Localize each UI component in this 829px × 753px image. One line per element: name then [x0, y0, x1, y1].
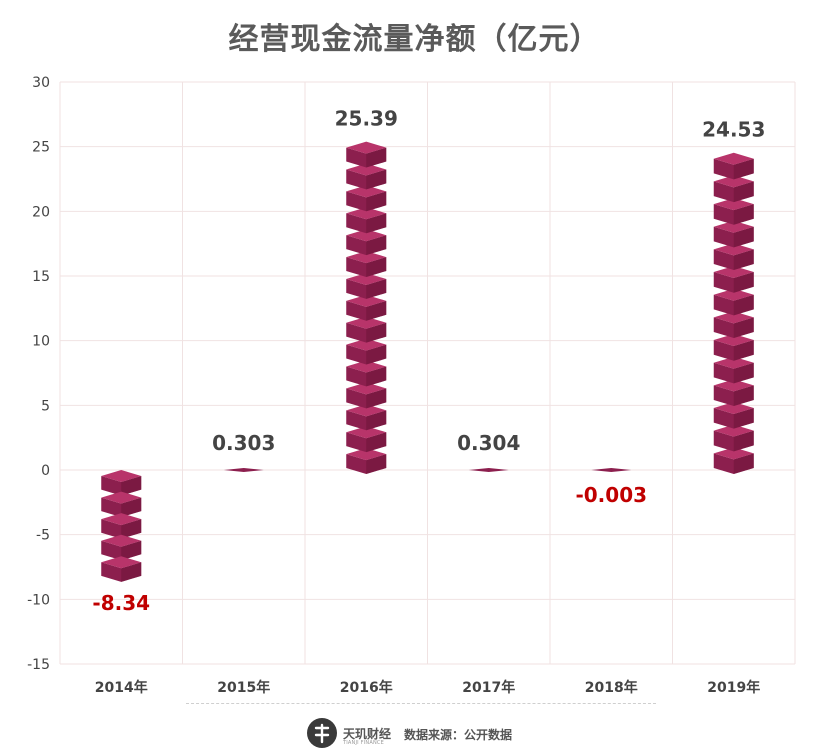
bar: [468, 468, 509, 472]
x-tick-label: 2018年: [585, 679, 638, 696]
value-label: -0.003: [575, 483, 647, 507]
y-tick-label: 30: [32, 75, 50, 91]
value-label: 25.39: [335, 107, 398, 131]
chart-title: 经营现金流量净额（亿元）: [228, 22, 601, 57]
bar: [591, 468, 632, 472]
y-tick-label: 0: [41, 463, 50, 479]
grid-lines: [59, 81, 796, 665]
y-tick-label: -15: [27, 657, 50, 673]
value-label: 0.304: [457, 431, 520, 455]
value-label: -8.34: [92, 591, 150, 615]
brand-name: 天玑财经: [343, 727, 392, 741]
x-tick-label: 2014年: [95, 679, 148, 696]
value-labels: -8.34 0.303 25.39 0.304 -0.003 24.53: [92, 107, 765, 615]
tianji-logo-icon: [307, 718, 337, 748]
value-label: 24.53: [702, 118, 765, 142]
y-tick-labels: 30 25 20 15 10 5 0 -5 -10 -15: [27, 75, 50, 673]
x-tick-label: 2017年: [462, 679, 515, 696]
data-source: 数据来源：公开数据: [404, 728, 513, 742]
x-tick-label: 2016年: [340, 679, 393, 696]
bar: [346, 141, 387, 474]
x-tick-label: 2019年: [707, 679, 760, 696]
y-tick-label: -5: [36, 528, 50, 544]
x-tick-labels: 2014年 2015年 2016年 2017年 2018年 2019年: [95, 679, 760, 696]
y-tick-label: 15: [32, 269, 50, 285]
value-label: 0.303: [212, 431, 275, 455]
bar: [101, 470, 142, 582]
bars: [101, 141, 754, 582]
x-tick-label: 2015年: [217, 679, 270, 696]
y-tick-label: 5: [41, 398, 50, 414]
brand-subtitle: TIANJI FINANCE: [343, 740, 384, 746]
bar: [713, 152, 754, 474]
y-tick-label: -10: [27, 592, 50, 608]
footer-divider: [186, 703, 656, 704]
y-tick-label: 25: [32, 140, 50, 156]
bar: [223, 468, 264, 472]
chart-canvas: 30 25 20 15 10 5 0 -5 -10 -15 2014年 2015年 2016年 2017…: [27, 75, 796, 696]
y-tick-label: 10: [32, 334, 50, 350]
footer: 天玑财经 TIANJI FINANCE 数据来源：公开数据: [0, 716, 829, 750]
y-tick-label: 20: [32, 204, 50, 220]
